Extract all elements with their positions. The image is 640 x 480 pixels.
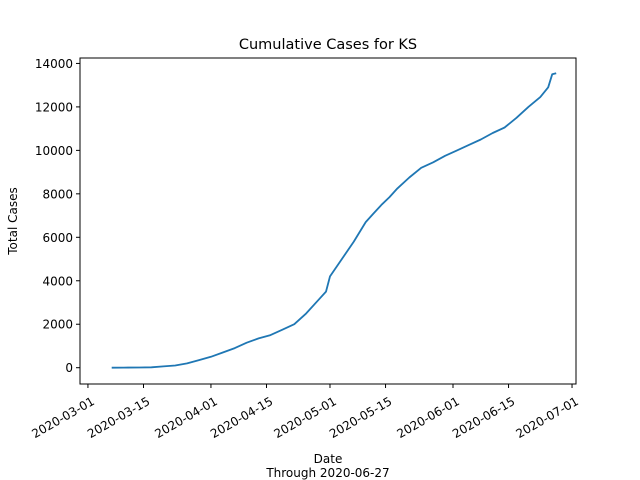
- x-axis-sublabel: Through 2020-06-27: [265, 466, 389, 480]
- x-tick-label: 2020-04-01: [152, 394, 219, 441]
- y-axis: 0 2000 4000 6000 8000 10000 12000 14000: [35, 57, 80, 375]
- y-tick-label: 12000: [35, 100, 73, 114]
- x-axis-label: Date: [314, 452, 343, 466]
- plot-area-frame: [79, 57, 577, 385]
- x-tick-label: 2020-06-01: [394, 394, 461, 441]
- x-tick-label: 2020-05-01: [271, 394, 338, 441]
- x-tick-label: 2020-06-15: [450, 394, 517, 441]
- y-axis-label: Total Cases: [6, 187, 20, 255]
- y-tick-label: 14000: [35, 57, 73, 71]
- cases-series-line: [111, 72, 557, 369]
- y-tick-label: 6000: [42, 231, 73, 245]
- y-tick-label: 2000: [42, 318, 73, 332]
- x-tick-label: 2020-04-15: [208, 394, 275, 441]
- x-tick-label: 2020-03-15: [85, 394, 152, 441]
- y-tick-label: 0: [65, 361, 73, 375]
- y-tick-label: 8000: [42, 187, 73, 201]
- x-tick-label: 2020-07-01: [514, 394, 581, 441]
- y-tick-label: 10000: [35, 144, 73, 158]
- x-tick-label: 2020-05-15: [327, 394, 394, 441]
- x-tick-label: 2020-03-01: [29, 394, 96, 441]
- y-tick-label: 4000: [42, 274, 73, 288]
- chart-title: Cumulative Cases for KS: [239, 37, 417, 53]
